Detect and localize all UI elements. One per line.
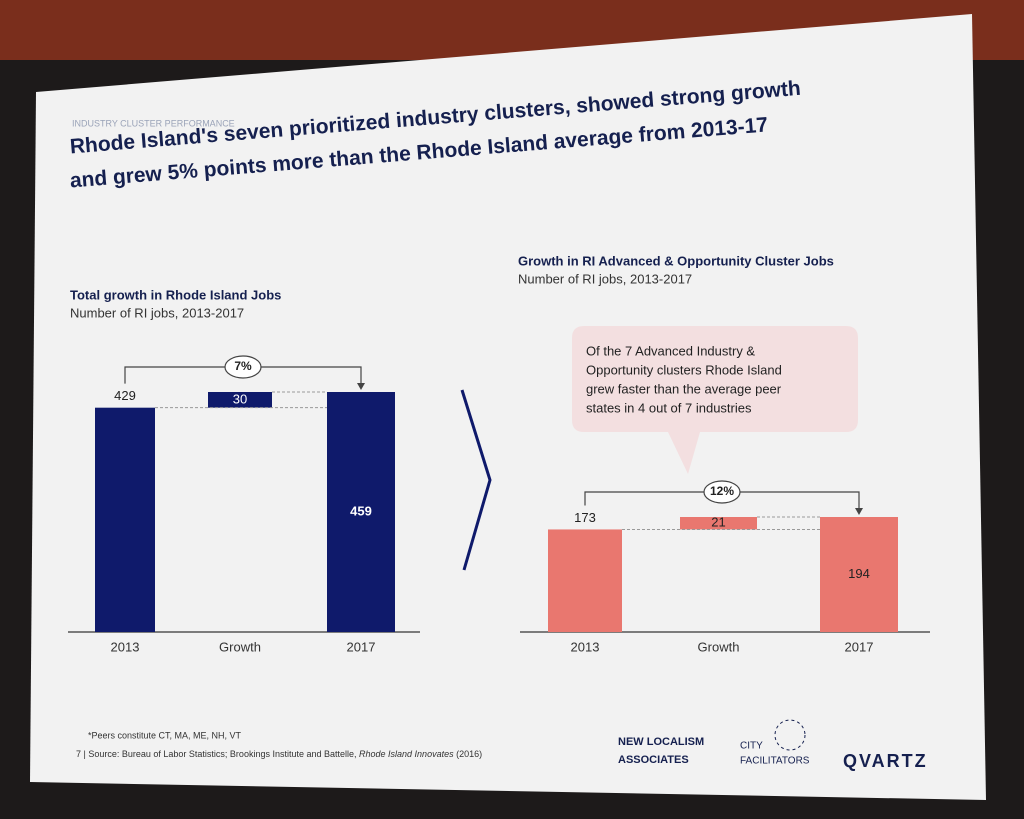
callout-text: grew faster than the average peer [586, 381, 782, 396]
source-text: Source: Bureau of Labor Statistics; Broo… [88, 749, 359, 759]
source-title: Rhode Island Innovates [359, 749, 454, 759]
logo: FACILITATORS [740, 756, 810, 767]
x-tick-label: 2013 [111, 639, 140, 654]
arrow-head [357, 383, 365, 390]
callout-text: Opportunity clusters Rhode Island [586, 362, 782, 377]
bar [548, 529, 622, 632]
section-label: INDUSTRY CLUSTER PERFORMANCE [72, 118, 235, 128]
chevron [460, 389, 492, 571]
page-number: 7 [76, 749, 81, 759]
screen [30, 14, 986, 800]
logo: CITY [740, 741, 763, 752]
x-tick-label: Growth [698, 639, 740, 654]
logo-icon [774, 719, 806, 751]
footnote: *Peers constitute CT, MA, ME, NH, VT [88, 730, 242, 740]
growth-bar [208, 392, 272, 408]
value-label: 194 [848, 566, 870, 581]
callout-text: states in 4 out of 7 industries [586, 400, 752, 415]
chart-subtitle: Number of RI jobs, 2013-2017 [70, 305, 244, 320]
logo: QVARTZ [843, 751, 928, 771]
value-label: 30 [233, 391, 247, 406]
x-tick-label: Growth [219, 639, 261, 654]
change-label: 12% [710, 484, 734, 498]
chart-subtitle: Number of RI jobs, 2013-2017 [518, 271, 692, 286]
chart-title: Growth in RI Advanced & Opportunity Clus… [518, 253, 834, 268]
value-label: 459 [350, 503, 372, 518]
bar [820, 517, 898, 632]
callout-text: Of the 7 Advanced Industry & [586, 343, 755, 358]
chart-title: Total growth in Rhode Island Jobs [70, 287, 281, 302]
growth-bar [680, 517, 757, 530]
x-tick-label: 2013 [571, 639, 600, 654]
bar [327, 392, 395, 632]
value-label: 173 [574, 510, 596, 525]
value-label: 21 [711, 515, 725, 530]
arrow-head [855, 508, 863, 515]
source-text: (2016) [454, 749, 483, 759]
logo: ASSOCIATES [618, 754, 689, 766]
change-badge [224, 355, 262, 379]
logo: NEW LOCALISM [618, 736, 704, 748]
source: 7 | Source: Bureau of Labor Statistics; … [76, 749, 482, 759]
x-tick-label: 2017 [347, 639, 376, 654]
callout-box [572, 326, 858, 474]
change-label: 7% [234, 359, 252, 373]
x-tick-label: 2017 [845, 639, 874, 654]
bar [95, 407, 155, 632]
value-label: 429 [114, 388, 136, 403]
change-badge [703, 480, 741, 504]
